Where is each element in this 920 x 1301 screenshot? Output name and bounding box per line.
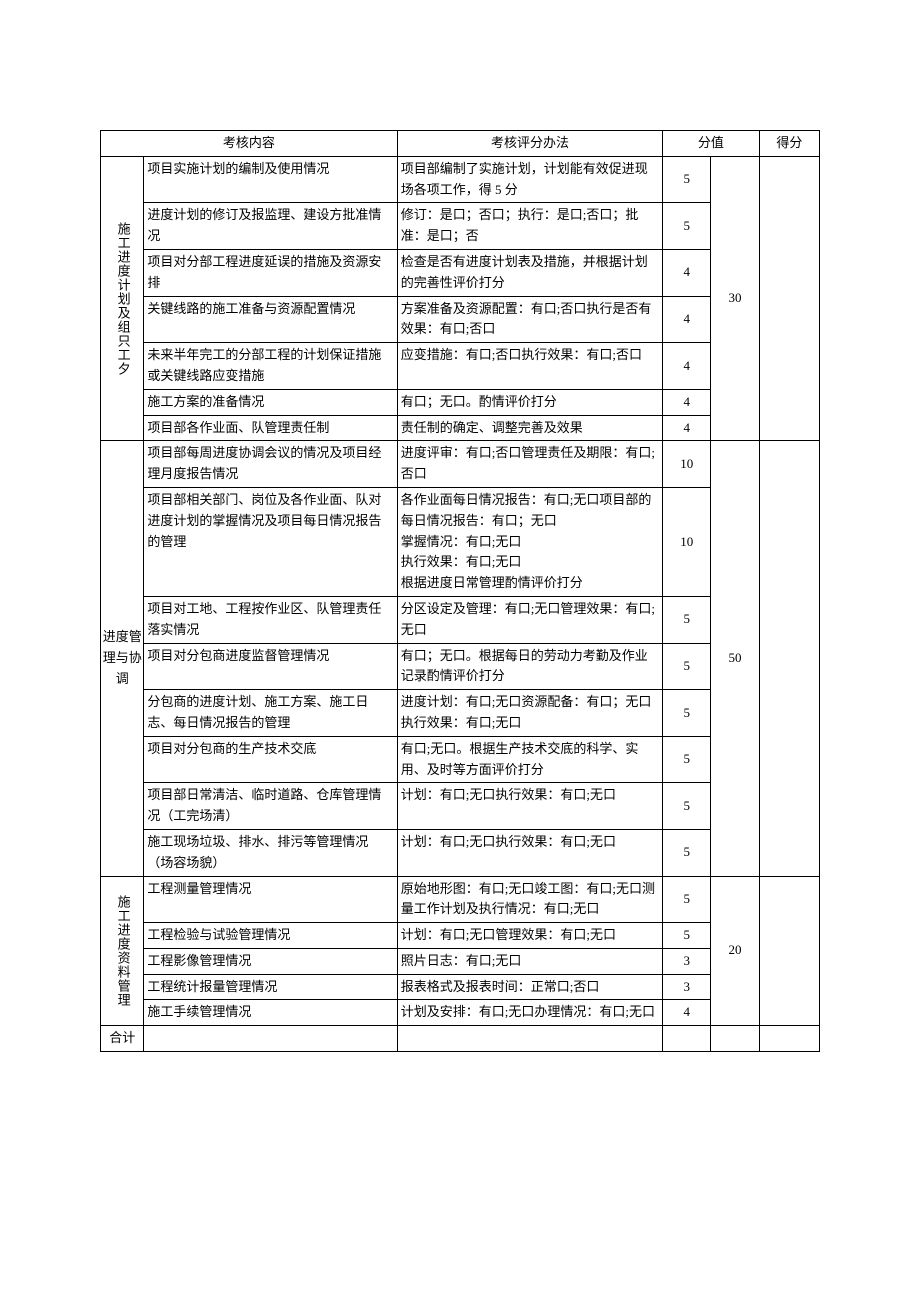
table-row: 施工进度资料管理工程测量管理情况原始地形图：有口;无口竣工图：有口;无口测量工作… — [101, 876, 820, 923]
total-empty — [711, 1026, 759, 1052]
score-cell: 5 — [663, 736, 711, 783]
category-cell: 施工进度资料管理 — [101, 876, 144, 1026]
header-got: 得分 — [759, 131, 819, 157]
method-cell: 计划：有口;无口执行效果：有口;无口 — [397, 783, 662, 830]
table-row: 进度管理与协调项目部每周进度协调会议的情况及项目经理月度报告情况进度评审：有口;… — [101, 441, 820, 488]
method-cell: 进度计划：有口;无口资源配备：有口；无口执行效果：有口;无口 — [397, 690, 662, 737]
header-content: 考核内容 — [101, 131, 398, 157]
got-cell — [759, 156, 819, 441]
total-empty — [663, 1026, 711, 1052]
item-cell: 项目部日常清洁、临时道路、仓库管理情况（工完场清） — [144, 783, 397, 830]
score-cell: 5 — [663, 596, 711, 643]
score-cell: 5 — [663, 876, 711, 923]
item-cell: 项目实施计划的编制及使用情况 — [144, 156, 397, 203]
method-cell: 有口；无口。酌情评价打分 — [397, 389, 662, 415]
header-row: 考核内容 考核评分办法 分值 得分 — [101, 131, 820, 157]
score-cell: 5 — [663, 156, 711, 203]
total-empty — [759, 1026, 819, 1052]
score-cell: 10 — [663, 487, 711, 596]
score-cell: 3 — [663, 974, 711, 1000]
got-cell — [759, 876, 819, 1026]
score-cell: 4 — [663, 296, 711, 343]
item-cell: 项目部各作业面、队管理责任制 — [144, 415, 397, 441]
item-cell: 进度计划的修订及报监理、建设方批准情况 — [144, 203, 397, 250]
item-cell: 施工现场垃圾、排水、排污等管理情况（场容场貌） — [144, 829, 397, 876]
category-cell: 进度管理与协调 — [101, 441, 144, 876]
method-cell: 有口;无口。根据生产技术交底的科学、实用、及时等方面评价打分 — [397, 736, 662, 783]
header-method: 考核评分办法 — [397, 131, 662, 157]
score-cell: 5 — [663, 923, 711, 949]
method-cell: 计划及安排：有口;无口办理情况：有口;无口 — [397, 1000, 662, 1026]
table-row: 施工进度计划及组只工夕项目实施计划的编制及使用情况项目部编制了实施计划，计划能有… — [101, 156, 820, 203]
method-cell: 计划：有口;无口执行效果：有口;无口 — [397, 829, 662, 876]
item-cell: 未来半年完工的分部工程的计划保证措施或关键线路应变措施 — [144, 343, 397, 390]
method-cell: 检查是否有进度计划表及措施，并根据计划的完善性评价打分 — [397, 249, 662, 296]
item-cell: 工程统计报量管理情况 — [144, 974, 397, 1000]
score-cell: 4 — [663, 389, 711, 415]
item-cell: 工程测量管理情况 — [144, 876, 397, 923]
item-cell: 项目对工地、工程按作业区、队管理责任落实情况 — [144, 596, 397, 643]
score-cell: 5 — [663, 203, 711, 250]
got-cell — [759, 441, 819, 876]
item-cell: 项目对分包商进度监督管理情况 — [144, 643, 397, 690]
method-cell: 照片日志：有口;无口 — [397, 948, 662, 974]
score-cell: 5 — [663, 783, 711, 830]
score-cell: 10 — [663, 441, 711, 488]
total-label: 合计 — [101, 1026, 144, 1052]
method-cell: 有口；无口。根据每日的劳动力考勤及作业记录酌情评价打分 — [397, 643, 662, 690]
item-cell: 工程影像管理情况 — [144, 948, 397, 974]
score-cell: 5 — [663, 829, 711, 876]
method-cell: 报表格式及报表时间：正常口;否口 — [397, 974, 662, 1000]
group-score-cell: 50 — [711, 441, 759, 876]
item-cell: 关键线路的施工准备与资源配置情况 — [144, 296, 397, 343]
score-cell: 4 — [663, 1000, 711, 1026]
score-cell: 4 — [663, 343, 711, 390]
item-cell: 项目对分部工程进度延误的措施及资源安排 — [144, 249, 397, 296]
header-score: 分值 — [663, 131, 760, 157]
method-cell: 方案准备及资源配置：有口;否口执行是否有效果：有口;否口 — [397, 296, 662, 343]
score-cell: 4 — [663, 249, 711, 296]
item-cell: 项目部每周进度协调会议的情况及项目经理月度报告情况 — [144, 441, 397, 488]
item-cell: 施工手续管理情况 — [144, 1000, 397, 1026]
score-cell: 4 — [663, 415, 711, 441]
score-cell: 5 — [663, 690, 711, 737]
total-row: 合计 — [101, 1026, 820, 1052]
total-empty — [397, 1026, 662, 1052]
score-cell: 3 — [663, 948, 711, 974]
method-cell: 应变措施：有口;否口执行效果：有口;否口 — [397, 343, 662, 390]
item-cell: 工程检验与试验管理情况 — [144, 923, 397, 949]
method-cell: 分区设定及管理：有口;无口管理效果：有口;无口 — [397, 596, 662, 643]
score-cell: 5 — [663, 643, 711, 690]
assessment-table: 考核内容 考核评分办法 分值 得分 施工进度计划及组只工夕项目实施计划的编制及使… — [100, 130, 820, 1052]
item-cell: 项目部相关部门、岗位及各作业面、队对进度计划的掌握情况及项目每日情况报告的管理 — [144, 487, 397, 596]
group-score-cell: 30 — [711, 156, 759, 441]
item-cell: 施工方案的准备情况 — [144, 389, 397, 415]
method-cell: 修订：是口；否口；执行：是口;否口；批准：是口；否 — [397, 203, 662, 250]
category-cell: 施工进度计划及组只工夕 — [101, 156, 144, 441]
method-cell: 各作业面每日情况报告：有口;无口项目部的每日情况报告：有口；无口 掌握情况：有口… — [397, 487, 662, 596]
item-cell: 项目对分包商的生产技术交底 — [144, 736, 397, 783]
method-cell: 进度评审：有口;否口管理责任及期限：有口;否口 — [397, 441, 662, 488]
group-score-cell: 20 — [711, 876, 759, 1026]
method-cell: 责任制的确定、调整完善及效果 — [397, 415, 662, 441]
method-cell: 项目部编制了实施计划，计划能有效促进现场各项工作，得 5 分 — [397, 156, 662, 203]
method-cell: 计划：有口;无口管理效果：有口;无口 — [397, 923, 662, 949]
total-empty — [144, 1026, 397, 1052]
item-cell: 分包商的进度计划、施工方案、施工日志、每日情况报告的管理 — [144, 690, 397, 737]
method-cell: 原始地形图：有口;无口竣工图：有口;无口测量工作计划及执行情况：有口;无口 — [397, 876, 662, 923]
